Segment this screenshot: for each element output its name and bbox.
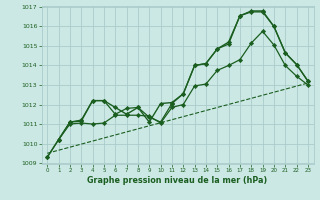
X-axis label: Graphe pression niveau de la mer (hPa): Graphe pression niveau de la mer (hPa) [87,176,268,185]
